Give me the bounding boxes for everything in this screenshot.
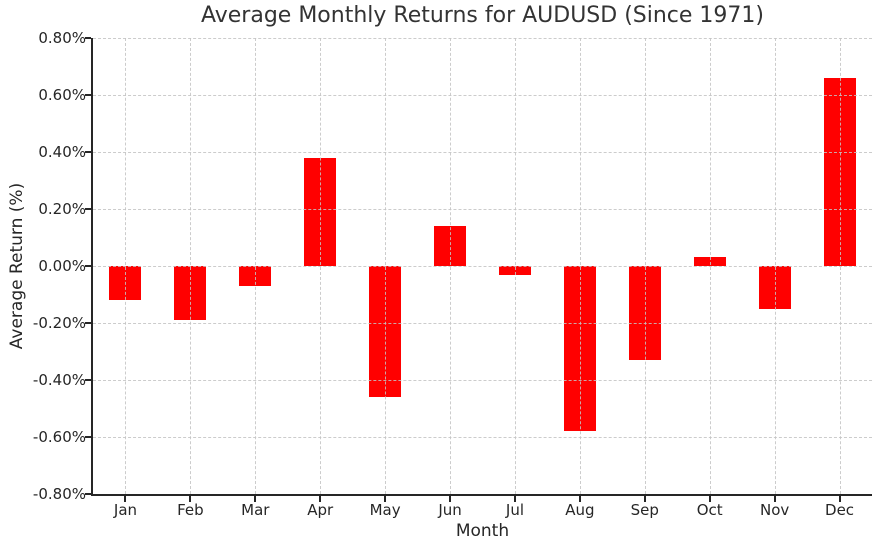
x-tick-label: Jun	[438, 501, 462, 519]
bar-apr	[304, 157, 337, 266]
y-tick-mark	[85, 208, 91, 210]
bar-jan	[109, 266, 142, 301]
y-tick-label: -0.40%	[32, 371, 86, 389]
x-tick-mark	[578, 496, 581, 502]
chart-title: Average Monthly Returns for AUDUSD (Sinc…	[200, 3, 764, 28]
x-tick-label: Oct	[696, 501, 723, 519]
y-tick-label: -0.60%	[32, 428, 86, 446]
x-tick-mark	[513, 496, 516, 502]
y-tick-mark	[85, 436, 91, 438]
bar-oct	[693, 257, 726, 266]
y-tick-label: 0.00%	[38, 257, 86, 275]
bars-layer	[93, 38, 872, 494]
x-tick-label: Sep	[630, 501, 659, 519]
bar-feb	[174, 266, 207, 321]
y-tick-label: 0.80%	[38, 29, 86, 47]
x-tick-mark	[124, 496, 127, 502]
y-tick-mark	[85, 265, 91, 267]
x-tick-label: Nov	[759, 501, 790, 519]
bar-aug	[563, 266, 596, 432]
y-tick-mark	[85, 493, 91, 495]
y-tick-mark	[85, 151, 91, 153]
x-tick-label: Jul	[505, 501, 524, 519]
plot-area	[91, 38, 872, 496]
x-tick-mark	[449, 496, 452, 502]
x-tick-label: Mar	[241, 501, 270, 519]
y-tick-mark	[85, 37, 91, 39]
x-tick-label: Feb	[177, 501, 204, 519]
y-tick-mark	[85, 322, 91, 324]
x-tick-label: Apr	[307, 501, 334, 519]
bar-sep	[628, 266, 661, 361]
bar-mar	[239, 266, 272, 286]
x-tick-mark	[319, 496, 322, 502]
bar-dec	[823, 77, 856, 266]
x-tick-label: Aug	[565, 501, 595, 519]
x-tick-mark	[643, 496, 646, 502]
x-tick-mark	[708, 496, 711, 502]
bar-jun	[434, 226, 467, 266]
x-tick-label: May	[369, 501, 401, 519]
bar-nov	[758, 266, 791, 309]
y-tick-label: -0.20%	[32, 314, 86, 332]
bar-jul	[498, 266, 531, 275]
x-tick-mark	[838, 496, 841, 502]
y-tick-label: -0.80%	[32, 485, 86, 503]
x-tick-mark	[254, 496, 257, 502]
y-tick-label: 0.20%	[38, 200, 86, 218]
y-tick-mark	[85, 94, 91, 96]
x-tick-mark	[384, 496, 387, 502]
y-tick-mark	[85, 379, 91, 381]
bar-may	[369, 266, 402, 398]
x-tick-mark	[189, 496, 192, 502]
x-tick-label: Dec	[825, 501, 855, 519]
y-tick-label: 0.40%	[38, 143, 86, 161]
x-tick-label: Jan	[113, 501, 138, 519]
x-axis-label: Month	[455, 521, 510, 541]
x-tick-mark	[773, 496, 776, 502]
y-tick-label: 0.60%	[38, 86, 86, 104]
